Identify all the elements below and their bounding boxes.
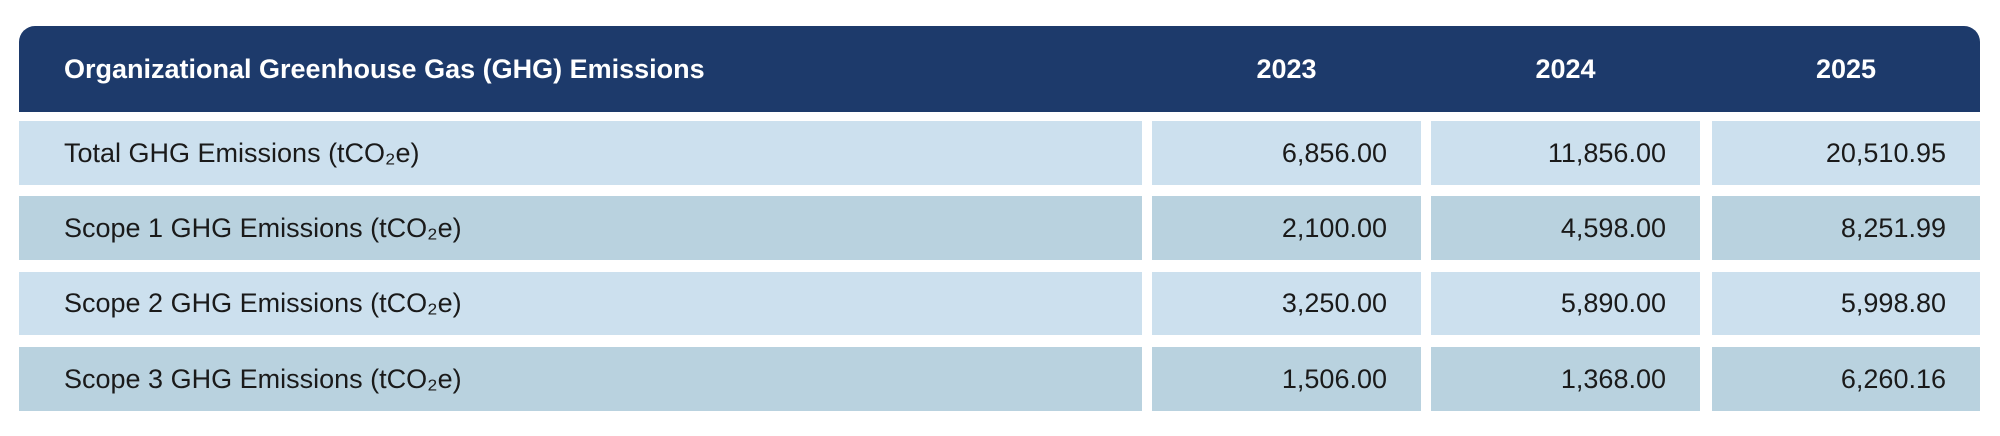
row-label: Scope 3 GHG Emissions (tCO₂e) [19,347,1142,411]
value-cell: 1,506.00 [1152,347,1421,411]
header-year: 2023 [1256,53,1317,84]
value-cell: 6,856.00 [1152,121,1421,185]
header-year: 2025 [1815,53,1877,84]
value-cell: 6,260.16 [1712,347,1980,411]
value-cell: 5,998.80 [1712,272,1980,335]
value-cell: 8,251.99 [1712,196,1980,260]
value-cell: 5,890.00 [1431,272,1700,335]
table-header [19,26,1980,112]
header-title: Organizational Greenhouse Gas (GHG) Emis… [64,53,705,84]
value-cell: 2,100.00 [1152,196,1421,260]
value-cell: 20,510.95 [1712,121,1980,185]
value-cell: 3,250.00 [1152,272,1421,335]
header-year: 2024 [1535,53,1596,84]
row-label: Scope 1 GHG Emissions (tCO₂e) [19,196,1142,260]
row-label: Scope 2 GHG Emissions (tCO₂e) [19,272,1142,335]
value-cell: 1,368.00 [1431,347,1700,411]
value-cell: 4,598.00 [1431,196,1700,260]
row-label: Total GHG Emissions (tCO₂e) [19,121,1142,185]
value-cell: 11,856.00 [1431,121,1700,185]
